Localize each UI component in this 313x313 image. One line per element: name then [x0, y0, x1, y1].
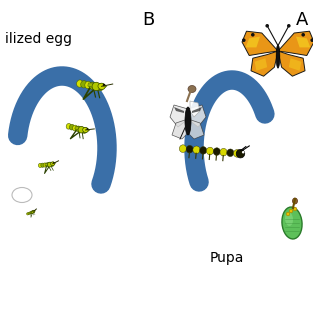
Ellipse shape — [193, 146, 200, 154]
Ellipse shape — [276, 45, 280, 68]
Ellipse shape — [29, 212, 31, 214]
Circle shape — [86, 128, 88, 130]
Ellipse shape — [28, 212, 30, 214]
Polygon shape — [188, 105, 206, 127]
Ellipse shape — [213, 148, 220, 156]
Polygon shape — [172, 119, 188, 139]
Ellipse shape — [51, 162, 55, 166]
Circle shape — [287, 24, 290, 28]
Ellipse shape — [69, 124, 74, 130]
Circle shape — [289, 209, 293, 213]
Ellipse shape — [85, 81, 91, 89]
Ellipse shape — [282, 207, 302, 239]
Polygon shape — [296, 37, 310, 47]
Polygon shape — [75, 126, 90, 132]
Circle shape — [242, 151, 244, 153]
Ellipse shape — [33, 210, 35, 212]
Polygon shape — [30, 210, 35, 213]
Polygon shape — [289, 58, 301, 71]
Circle shape — [310, 38, 313, 42]
Ellipse shape — [43, 163, 47, 167]
Polygon shape — [192, 107, 202, 113]
Ellipse shape — [31, 211, 33, 213]
Text: Pupa: Pupa — [210, 251, 244, 265]
Ellipse shape — [179, 145, 187, 152]
Polygon shape — [45, 162, 56, 166]
Ellipse shape — [66, 123, 71, 129]
Ellipse shape — [207, 147, 213, 155]
Ellipse shape — [48, 162, 52, 167]
Ellipse shape — [31, 211, 34, 213]
Polygon shape — [88, 83, 107, 90]
Polygon shape — [242, 31, 278, 55]
Circle shape — [242, 38, 246, 42]
Circle shape — [34, 210, 35, 211]
Ellipse shape — [200, 146, 207, 154]
Polygon shape — [190, 101, 200, 117]
Circle shape — [286, 212, 290, 216]
Ellipse shape — [38, 163, 42, 167]
Circle shape — [103, 84, 105, 86]
Circle shape — [53, 162, 54, 163]
Ellipse shape — [220, 148, 227, 156]
Polygon shape — [278, 31, 313, 55]
Ellipse shape — [83, 127, 88, 132]
Ellipse shape — [73, 125, 78, 131]
Ellipse shape — [12, 187, 32, 203]
Ellipse shape — [41, 163, 44, 167]
Polygon shape — [251, 51, 278, 76]
Circle shape — [265, 24, 269, 28]
Ellipse shape — [33, 211, 35, 213]
Ellipse shape — [293, 198, 297, 204]
Ellipse shape — [89, 82, 95, 90]
Ellipse shape — [50, 162, 54, 167]
Ellipse shape — [285, 212, 293, 226]
Polygon shape — [278, 51, 305, 76]
Text: B: B — [142, 11, 154, 29]
Polygon shape — [174, 107, 184, 113]
Ellipse shape — [82, 128, 87, 133]
Ellipse shape — [93, 83, 100, 90]
Ellipse shape — [76, 126, 81, 132]
Circle shape — [293, 207, 297, 211]
Ellipse shape — [236, 149, 245, 158]
Ellipse shape — [77, 80, 83, 87]
Ellipse shape — [98, 83, 105, 90]
Ellipse shape — [186, 146, 193, 153]
Ellipse shape — [227, 149, 234, 156]
Ellipse shape — [46, 163, 49, 167]
Ellipse shape — [78, 126, 85, 133]
Ellipse shape — [30, 212, 32, 214]
Polygon shape — [254, 58, 267, 71]
Text: ilized egg: ilized egg — [5, 32, 72, 46]
Ellipse shape — [79, 127, 84, 132]
Circle shape — [251, 33, 254, 37]
Ellipse shape — [97, 84, 104, 91]
Ellipse shape — [47, 162, 52, 167]
Text: A: A — [296, 11, 308, 29]
Polygon shape — [246, 37, 260, 47]
Ellipse shape — [92, 82, 100, 91]
Ellipse shape — [185, 107, 191, 135]
Ellipse shape — [233, 150, 241, 157]
Ellipse shape — [81, 81, 87, 88]
Polygon shape — [188, 119, 204, 139]
Ellipse shape — [188, 85, 196, 93]
Ellipse shape — [27, 213, 28, 215]
Circle shape — [301, 33, 305, 37]
Polygon shape — [170, 105, 188, 127]
